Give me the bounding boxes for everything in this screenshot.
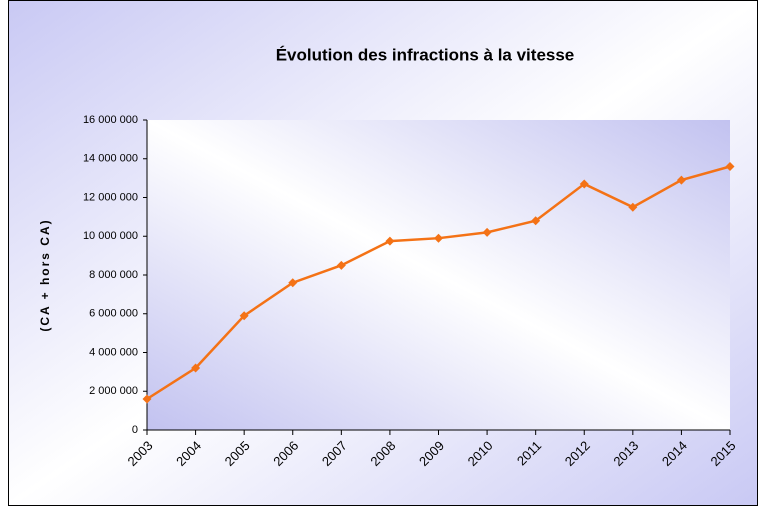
y-tick-label: 12 000 000 (83, 191, 138, 203)
marker (676, 175, 686, 185)
marker (628, 202, 638, 212)
y-tick-label: 0 (132, 424, 138, 436)
plot-area (147, 120, 730, 430)
marker (239, 311, 249, 321)
y-tick-label: 2 000 000 (89, 385, 138, 397)
y-tick-label: 4 000 000 (89, 346, 138, 358)
marker (191, 363, 201, 373)
marker (482, 227, 492, 237)
marker (725, 162, 735, 171)
y-tick-label: 6 000 000 (89, 308, 138, 320)
y-tick-label: 10 000 000 (83, 230, 138, 242)
marker (288, 278, 298, 288)
y-tick-label: 14 000 000 (83, 153, 138, 165)
y-axis-label: (CA + hors CA) (38, 218, 52, 331)
marker (142, 394, 152, 404)
marker (336, 260, 346, 270)
marker (434, 233, 443, 243)
marker (385, 236, 395, 246)
marker (531, 216, 541, 226)
y-tick-label: 8 000 000 (89, 269, 138, 281)
marker (579, 179, 589, 189)
y-tick-label: 16 000 000 (83, 114, 138, 126)
chart-title: Évolution des infractions à la vitesse (276, 45, 575, 64)
